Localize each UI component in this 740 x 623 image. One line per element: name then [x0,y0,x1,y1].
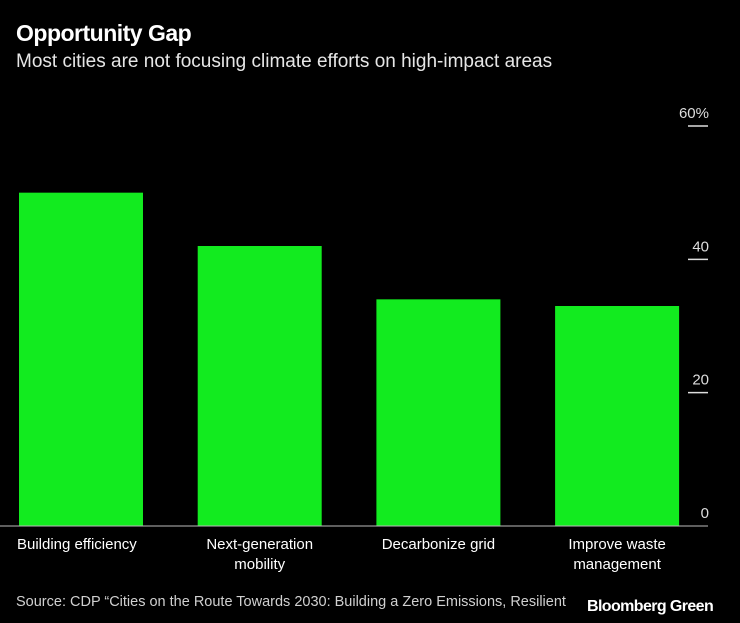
chart-subtitle: Most cities are not focusing climate eff… [16,51,553,72]
bar [555,306,680,526]
bar [19,192,143,526]
category-label: Improve waste [568,536,666,553]
category-label: mobility [234,556,285,573]
category-label: Next-generation [206,536,313,553]
bar [376,299,501,526]
category-label: management [573,556,661,573]
y-tick-label: 60% [679,105,709,122]
y-tick-label: 20 [692,372,709,389]
y-tick-label: 0 [701,505,709,522]
source-note: Source: CDP “Cities on the Route Towards… [16,594,566,610]
category-label: Building efficiency [17,536,137,553]
bar [197,246,322,526]
bloomberg-green-logo: Bloomberg Green [587,598,714,616]
category-label: Decarbonize grid [382,536,495,553]
y-tick-label: 40 [692,238,709,255]
chart-title: Opportunity Gap [16,20,192,46]
